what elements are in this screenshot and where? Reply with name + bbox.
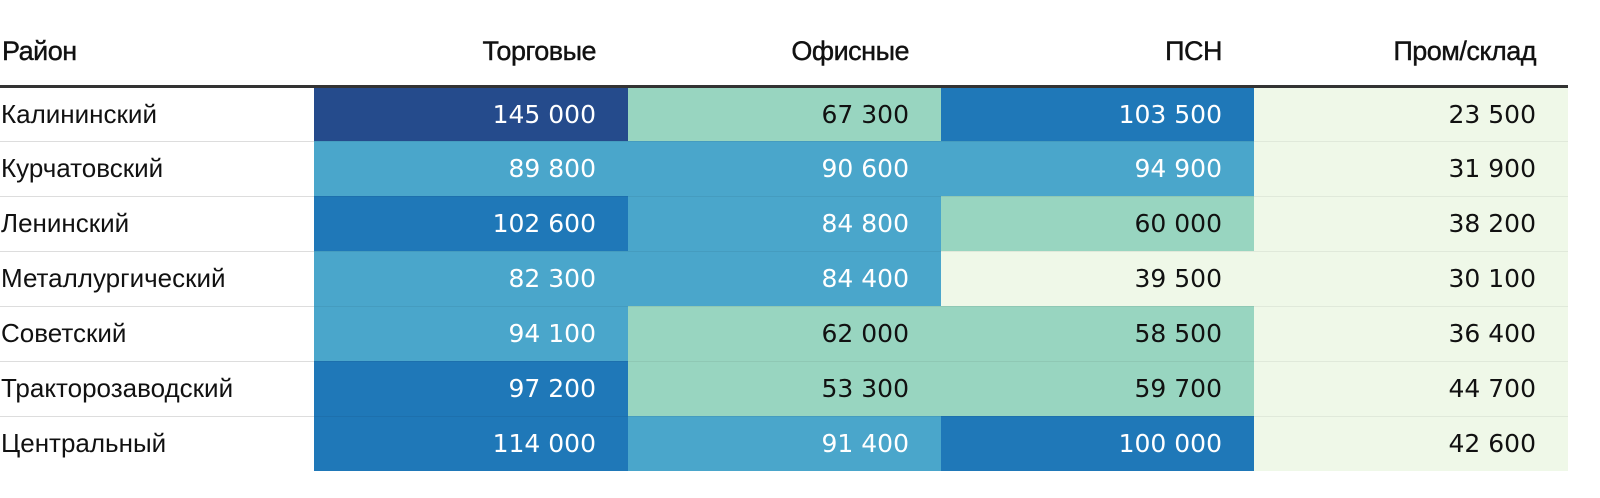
district-label: Тракторозаводский <box>0 361 314 417</box>
table-row: Калининский 145 000 67 300 103 500 23 500 <box>0 86 1568 142</box>
value-cell: 97 200 <box>314 361 628 417</box>
value-cell: 82 300 <box>314 251 628 307</box>
table-row: Металлургический 82 300 84 400 39 500 30 100 <box>0 251 1568 307</box>
value-cell: 94 100 <box>314 306 628 362</box>
value-cell: 42 600 <box>1254 416 1568 471</box>
value-cell: 90 600 <box>628 141 941 197</box>
value-cell: 39 500 <box>941 251 1254 307</box>
value-cell: 67 300 <box>628 86 941 142</box>
value-cell: 84 400 <box>628 251 941 307</box>
district-label: Калининский <box>0 86 314 142</box>
data-table: Район Торговые Офисные ПСН Пром/склад Ка… <box>0 0 1568 471</box>
value-cell: 31 900 <box>1254 141 1568 197</box>
header-office: Офисные <box>628 0 941 88</box>
value-cell: 94 900 <box>941 141 1254 197</box>
value-cell: 100 000 <box>941 416 1254 471</box>
header-district: Район <box>0 0 314 88</box>
table-body: Калининский 145 000 67 300 103 500 23 500 Кур… <box>0 86 1568 471</box>
value-cell: 59 700 <box>941 361 1254 417</box>
value-cell: 145 000 <box>314 86 628 142</box>
value-cell: 62 000 <box>628 306 941 362</box>
value-cell: 60 000 <box>941 196 1254 252</box>
value-cell: 103 500 <box>941 86 1254 142</box>
value-cell: 44 700 <box>1254 361 1568 417</box>
value-cell: 23 500 <box>1254 86 1568 142</box>
value-cell: 114 000 <box>314 416 628 471</box>
district-label: Металлургический <box>0 251 314 307</box>
table-row: Советский 94 100 62 000 58 500 36 400 <box>0 306 1568 362</box>
value-cell: 89 800 <box>314 141 628 197</box>
value-cell: 53 300 <box>628 361 941 417</box>
district-label: Советский <box>0 306 314 362</box>
table-row: Ленинский 102 600 84 800 60 000 38 200 <box>0 196 1568 252</box>
value-cell: 38 200 <box>1254 196 1568 252</box>
header-row: Район Торговые Офисные ПСН Пром/склад <box>0 0 1568 88</box>
header-retail: Торговые <box>314 0 628 88</box>
district-label: Ленинский <box>0 196 314 252</box>
table-header: Район Торговые Офисные ПСН Пром/склад <box>0 0 1568 88</box>
value-cell: 36 400 <box>1254 306 1568 362</box>
header-industrial: Пром/склад <box>1254 0 1568 88</box>
district-label: Центральный <box>0 416 314 471</box>
table-row: Центральный 114 000 91 400 100 000 42 600 <box>0 416 1568 471</box>
header-psn: ПСН <box>941 0 1254 88</box>
district-label: Курчатовский <box>0 141 314 197</box>
table-row: Курчатовский 89 800 90 600 94 900 31 900 <box>0 141 1568 197</box>
value-cell: 84 800 <box>628 196 941 252</box>
value-cell: 91 400 <box>628 416 941 471</box>
value-cell: 58 500 <box>941 306 1254 362</box>
table-row: Тракторозаводский 97 200 53 300 59 700 44 70… <box>0 361 1568 417</box>
value-cell: 102 600 <box>314 196 628 252</box>
value-cell: 30 100 <box>1254 251 1568 307</box>
